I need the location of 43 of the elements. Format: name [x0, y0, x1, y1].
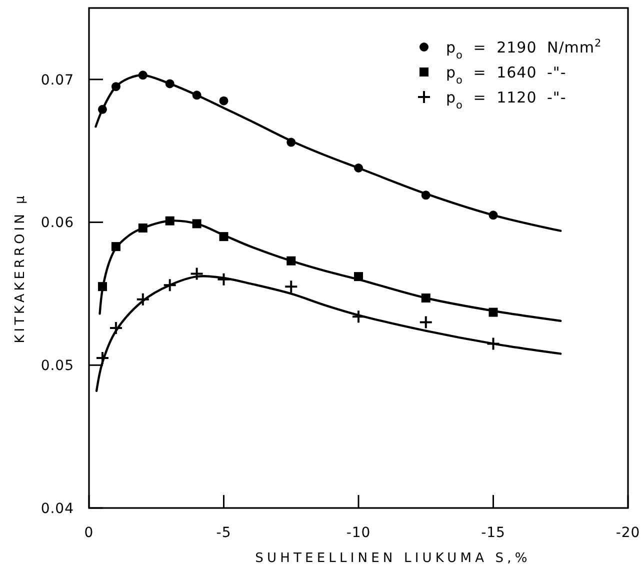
y-tick-label: 0.05	[40, 358, 74, 374]
point	[286, 256, 296, 266]
x-tick-label: -5	[216, 525, 232, 541]
point	[284, 280, 298, 294]
y-tick-label: 0.04	[40, 500, 74, 517]
x-tick-label: 0	[84, 525, 94, 541]
point	[421, 294, 430, 302]
point	[286, 138, 296, 147]
point	[138, 224, 148, 232]
y-axis-title: KITKAKERROIN μ	[13, 192, 28, 344]
point	[486, 336, 500, 351]
point	[192, 90, 202, 100]
point	[216, 272, 231, 286]
y-tick-label: 0.06	[40, 215, 74, 232]
point	[165, 216, 174, 226]
x-tick-label: -10	[346, 525, 371, 541]
point	[98, 282, 107, 292]
y-tick-label: 0.07	[40, 72, 74, 88]
point	[192, 219, 202, 228]
point	[190, 266, 204, 281]
point	[352, 310, 366, 324]
legend-label: p$_{o}$ = 1640 -"-	[446, 63, 566, 86]
point	[354, 164, 363, 172]
point	[111, 242, 120, 252]
point	[418, 315, 433, 330]
legend-label: p$_{o}$ = 2190 N/mm$^{2}$	[446, 37, 602, 62]
point	[488, 210, 498, 220]
legend-label: p$_{o}$ = 1120 -"-	[446, 88, 566, 112]
x-tick-label: -20	[616, 525, 640, 541]
point	[138, 70, 148, 80]
point	[165, 79, 174, 88]
point	[421, 190, 430, 200]
point	[488, 308, 498, 317]
point	[111, 82, 120, 92]
point	[162, 278, 177, 292]
point	[354, 272, 363, 282]
x-tick-label: -15	[481, 525, 506, 541]
point	[219, 232, 228, 242]
point	[136, 292, 150, 306]
point	[219, 96, 228, 106]
point	[108, 321, 123, 335]
point	[98, 104, 107, 114]
x-axis-title: SUHTEELLINEN LIUKUMA S,%	[255, 551, 531, 566]
